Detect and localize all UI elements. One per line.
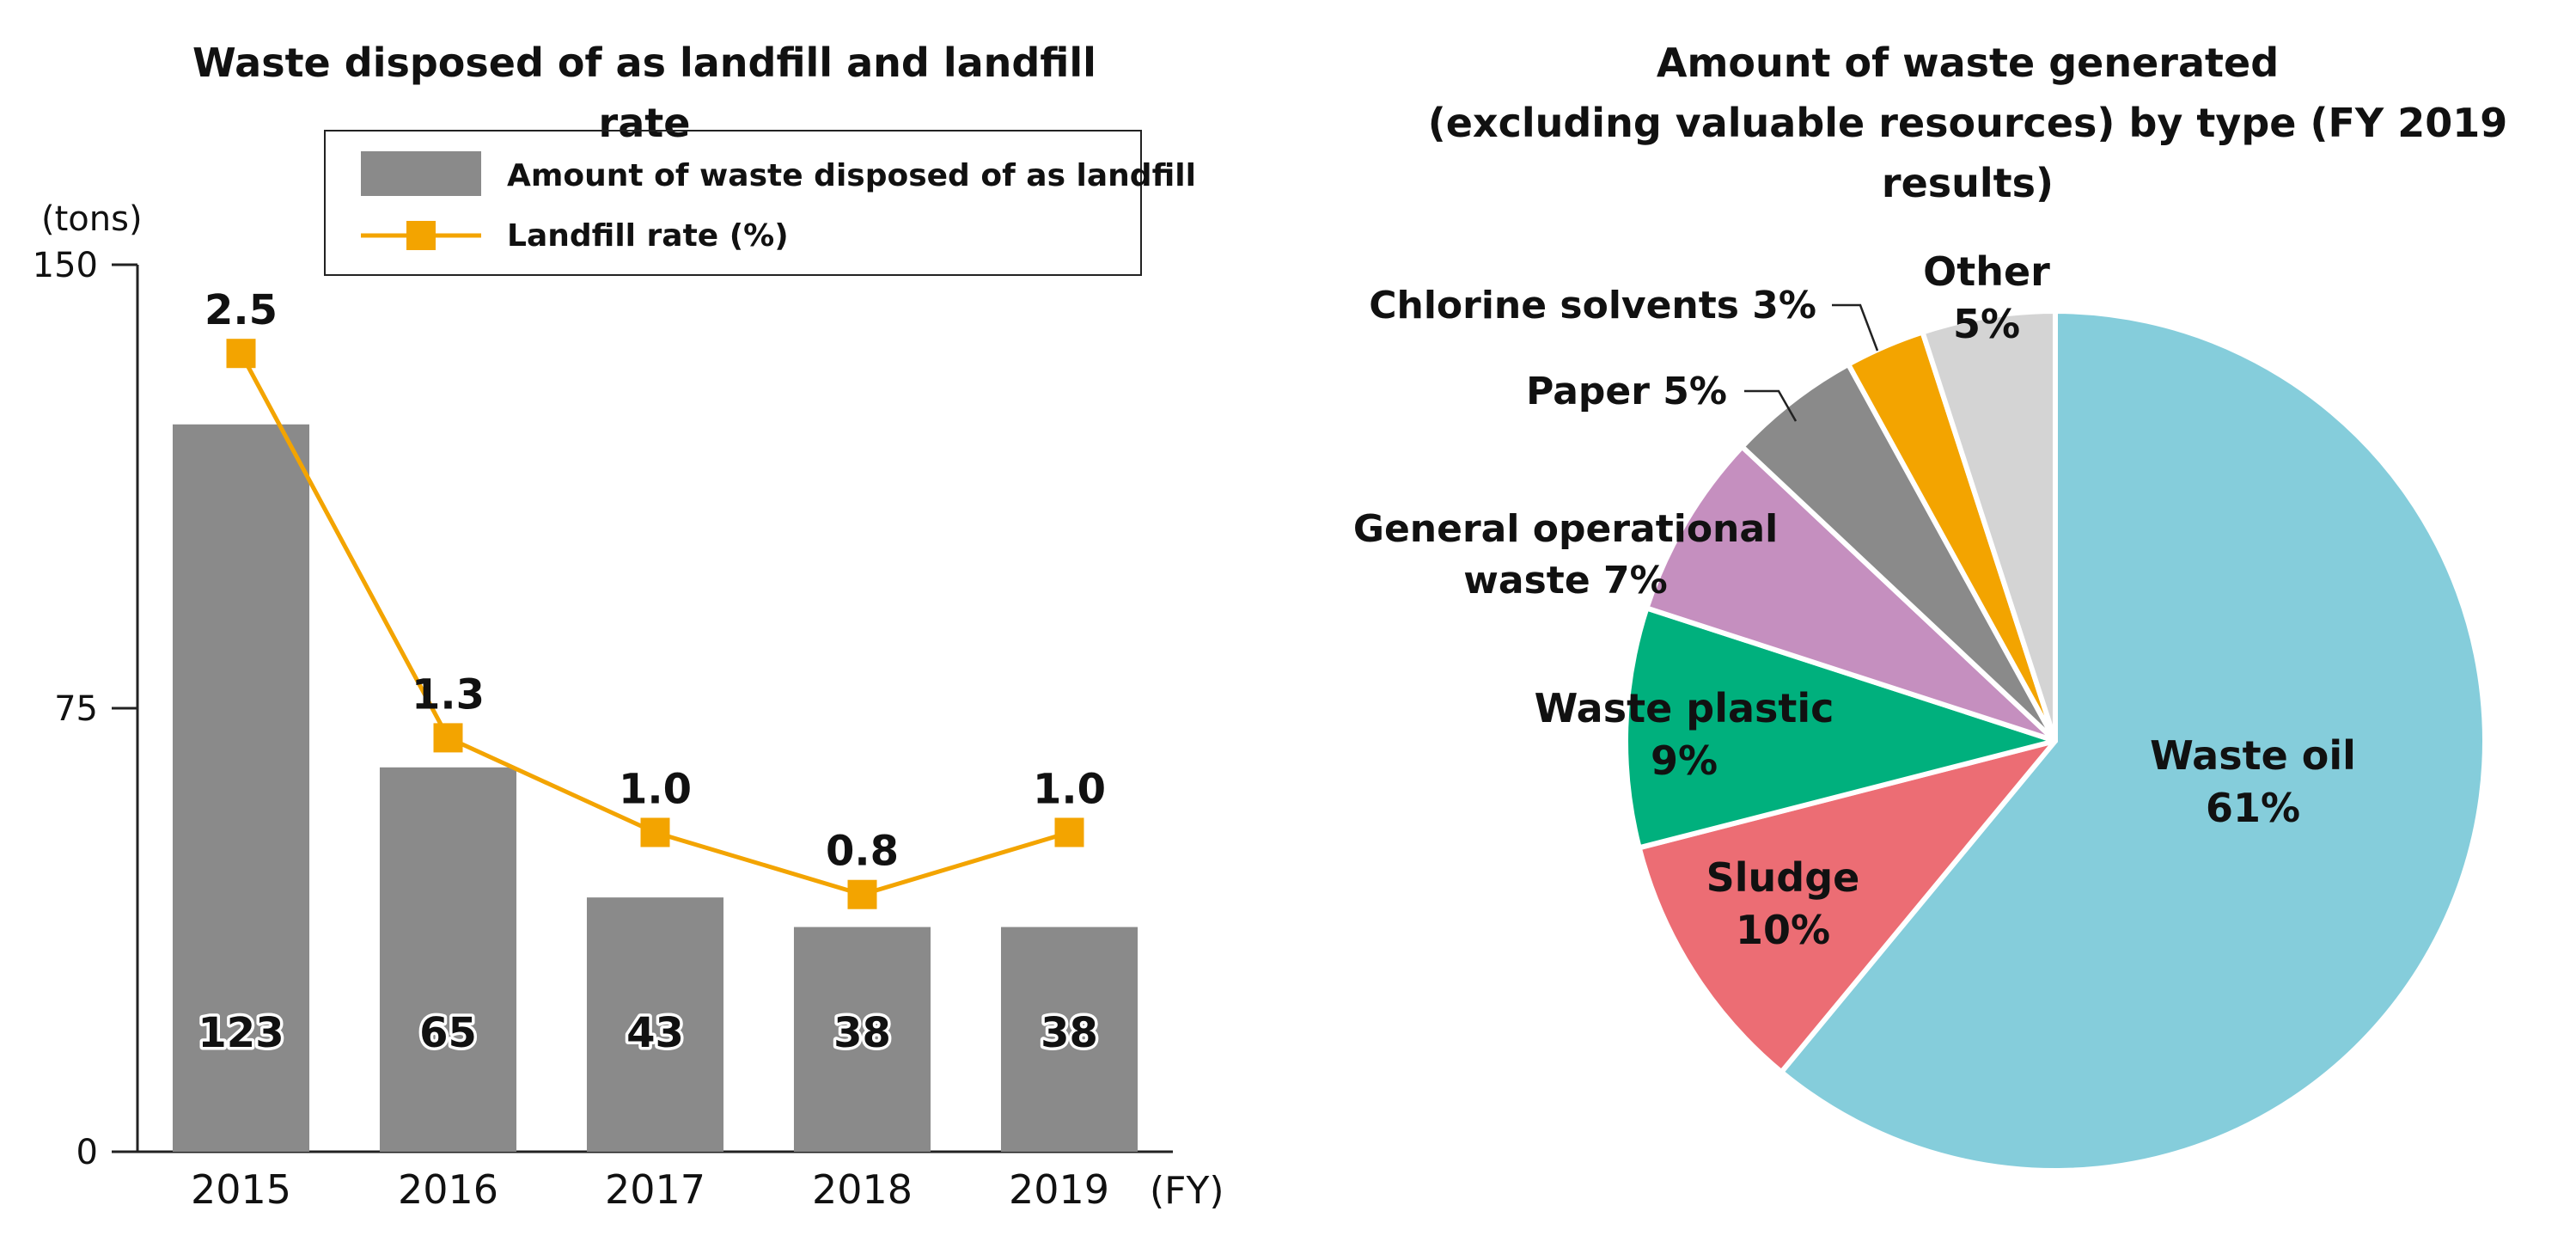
paper-leader-line: [1744, 389, 1798, 422]
slice-waste-oil: [1779, 309, 2487, 1173]
slice-label-other: Other: [1923, 248, 2050, 295]
legend-line-label: Landfill rate (%): [507, 218, 789, 254]
slice-pct-waste-plastic: 9%: [1651, 737, 1718, 784]
slice-waste-plastic: [1623, 605, 2058, 851]
slice-label-paper: Paper 5%: [1526, 370, 1727, 413]
pie-title-line-1: Amount of waste generated: [1656, 40, 2280, 86]
slice-label-general-operational-waste-line-2: waste 7%: [1463, 559, 1667, 603]
slice-label-waste-oil: Waste oil: [2150, 732, 2356, 779]
rate-marker-2019: [1054, 817, 1084, 847]
bar-2019: [1000, 927, 1138, 1152]
rate-label-2018: 0.8: [826, 828, 899, 876]
bar-value-label-2016: 65: [419, 1009, 477, 1057]
x-tick-label-2017: 2017: [605, 1166, 705, 1213]
slice-pct-sludge: 10%: [1736, 907, 1830, 953]
y-tick-label-75: 75: [54, 689, 98, 729]
rate-marker-2015: [226, 339, 256, 369]
y-ticks: 0 75 150: [33, 246, 137, 1172]
rate-line: 2.5 1.3 1.0 0.8 1.0: [204, 286, 1106, 909]
bar-value-label-2015: 123: [198, 1009, 284, 1057]
bar-value-label-2019: 38: [1041, 1009, 1098, 1057]
rate-label-2015: 2.5: [204, 286, 278, 334]
legend-bar-swatch: [361, 151, 481, 196]
slice-paper: [1739, 361, 2058, 743]
legend-bar-label: Amount of waste disposed of as landfill: [507, 158, 1196, 193]
bar-2017: [586, 897, 724, 1152]
bar-line-chart: Amount of waste disposed of as landfill …: [33, 130, 1224, 1213]
x-tick-label-2018: 2018: [812, 1166, 913, 1213]
bar-2016: [379, 767, 517, 1152]
legend-line-marker: [406, 221, 436, 250]
y-axis-label: (tons): [41, 199, 143, 239]
bars: 123 65 43 38 38: [172, 424, 1138, 1152]
legend: Amount of waste disposed of as landfill …: [324, 130, 1196, 276]
pie-chart: Waste oil 61% Sludge 10% Waste plastic 9…: [1353, 248, 2487, 1173]
pie-title-line-2: (excluding valuable resources) by type (…: [1427, 100, 2508, 206]
rate-marker-2016: [433, 723, 463, 753]
y-tick-label-0: 0: [76, 1133, 98, 1172]
pie-labels: Waste oil 61% Sludge 10% Waste plastic 9…: [1353, 248, 2356, 953]
slice-label-chlorine-solvents: Chlorine solvents 3%: [1369, 284, 1816, 327]
slice-label-waste-plastic: Waste plastic: [1535, 685, 1834, 731]
rate-label-2017: 1.0: [619, 765, 692, 813]
x-tick-label-2019: 2019: [1009, 1166, 1109, 1213]
y-tick-label-150: 150: [33, 246, 98, 285]
pie-chart-title: Amount of waste generated (excluding val…: [1358, 33, 2576, 213]
slice-label-sludge: Sludge: [1706, 854, 1860, 901]
slice-pct-waste-oil: 61%: [2206, 785, 2300, 831]
slice-general-operational-waste: [1644, 444, 2058, 743]
slice-other: [1920, 309, 2058, 743]
slice-pct-other: 5%: [1953, 301, 2020, 347]
bar-value-label-2017: 43: [626, 1009, 684, 1057]
rate-label-2019: 1.0: [1033, 765, 1106, 813]
legend-box: [324, 130, 1142, 276]
x-tick-label-2016: 2016: [398, 1166, 498, 1213]
bar-chart-title: Waste disposed of as landfill and landfi…: [192, 40, 1096, 146]
rate-label-2016: 1.3: [412, 670, 485, 719]
pie-slices: [1623, 309, 2487, 1173]
bar-value-label-2018: 38: [833, 1009, 891, 1057]
bar-2018: [793, 927, 931, 1152]
bar-2015: [172, 424, 310, 1152]
rate-marker-2017: [640, 817, 670, 847]
x-axis-unit: (FY): [1150, 1169, 1224, 1213]
slice-label-general-operational-waste: General operational: [1353, 507, 1778, 551]
x-ticks: 2015 2016 2017 2018 2019: [191, 1166, 1109, 1213]
chlorine-solvents-leader-line: [1832, 303, 1879, 352]
rate-marker-2018: [847, 879, 877, 909]
x-tick-label-2015: 2015: [191, 1166, 291, 1213]
